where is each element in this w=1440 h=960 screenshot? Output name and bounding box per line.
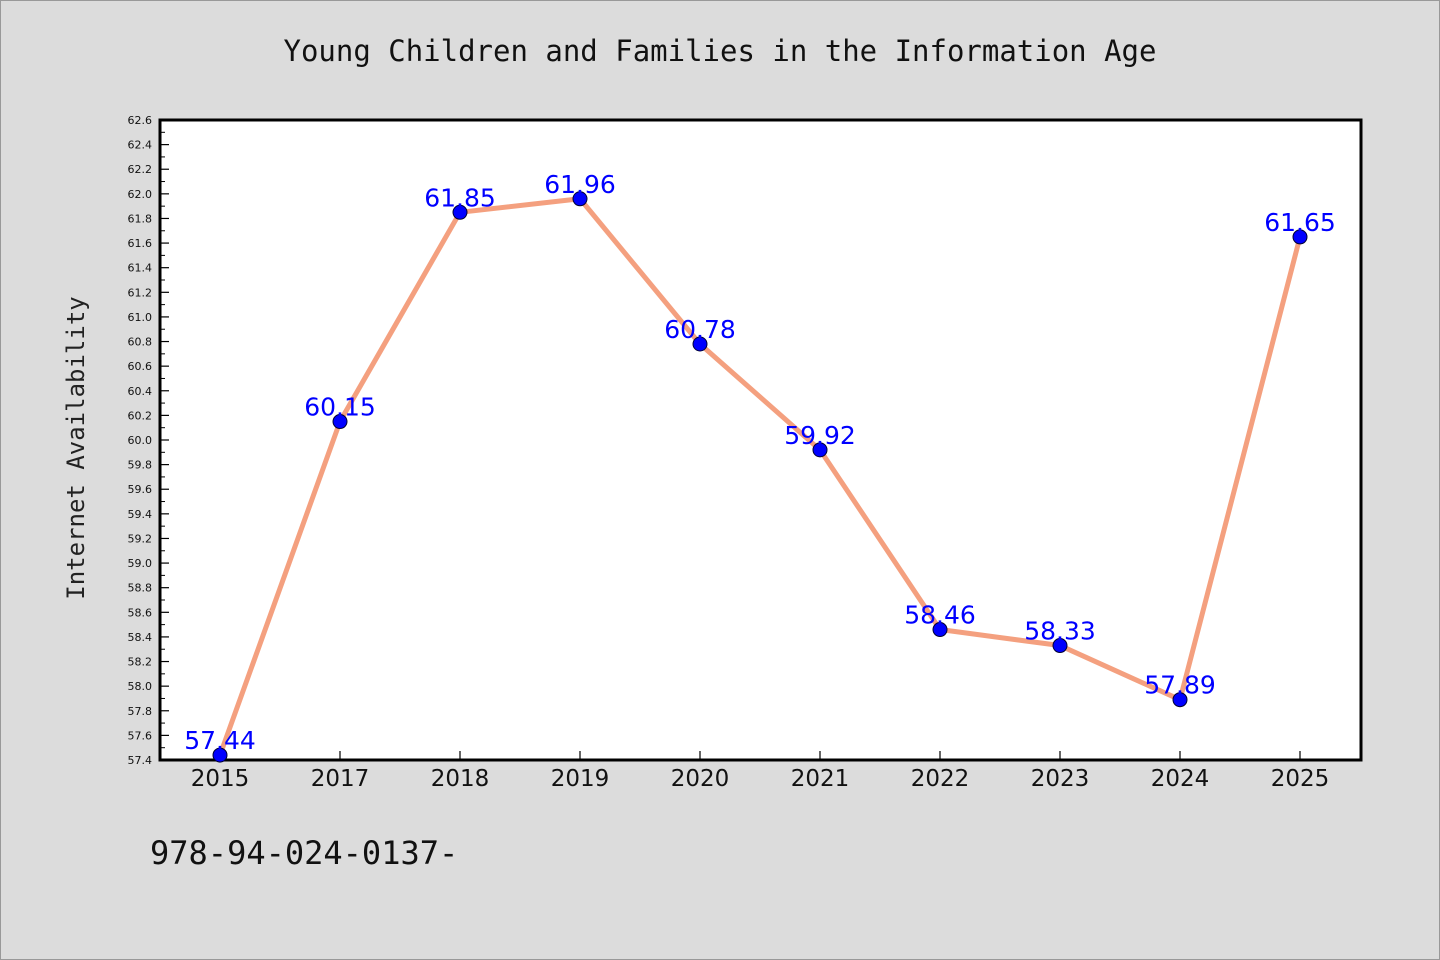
data-label: 60.78 xyxy=(664,315,736,344)
chart-title: Young Children and Families in the Infor… xyxy=(283,34,1157,68)
y-tick-label: 57.4 xyxy=(128,754,153,767)
data-point xyxy=(1292,229,1308,245)
data-point xyxy=(212,747,228,763)
y-tick-label: 59.6 xyxy=(128,483,153,496)
y-tick-label: 59.4 xyxy=(128,508,153,521)
data-point xyxy=(1052,638,1068,654)
data-label: 57.44 xyxy=(184,726,256,755)
y-tick-label: 62.2 xyxy=(128,163,153,176)
x-tick-label: 2023 xyxy=(1031,766,1090,792)
y-tick-label: 60.2 xyxy=(128,409,153,422)
y-tick-label: 62.6 xyxy=(128,114,153,127)
y-tick-label: 61.0 xyxy=(128,311,153,324)
data-point xyxy=(692,336,708,352)
y-tick-label: 59.8 xyxy=(128,459,153,472)
data-point xyxy=(332,414,348,430)
data-label: 61.65 xyxy=(1264,208,1336,237)
x-tick-label: 2015 xyxy=(191,766,250,792)
y-tick-label: 62.4 xyxy=(128,139,153,152)
y-tick-label: 58.0 xyxy=(128,680,153,693)
y-tick-label: 61.4 xyxy=(128,262,153,275)
y-tick-label: 60.0 xyxy=(128,434,153,447)
data-label: 58.46 xyxy=(904,601,976,630)
y-tick-label: 60.6 xyxy=(128,360,153,373)
x-tick-label: 2022 xyxy=(911,766,970,792)
x-tick-label: 2020 xyxy=(671,766,730,792)
data-point xyxy=(812,442,828,458)
y-tick-label: 57.6 xyxy=(128,729,153,742)
y-tick-label: 57.8 xyxy=(128,705,153,718)
data-points xyxy=(212,191,1308,763)
x-tick-label: 2018 xyxy=(431,766,490,792)
y-tick-label: 61.2 xyxy=(128,286,153,299)
data-point xyxy=(1172,692,1188,708)
data-labels: 57.44 60.15 61.85 61.96 60.78 59.92 58.46 58.33… xyxy=(184,170,1336,755)
y-tick-label: 60.8 xyxy=(128,336,153,349)
x-tick-label: 2021 xyxy=(791,766,850,792)
x-tick-label: 2024 xyxy=(1151,766,1210,792)
y-tick-label: 59.2 xyxy=(128,532,153,545)
data-point xyxy=(452,204,468,220)
plot-area xyxy=(158,118,1363,762)
y-tick-label: 58.8 xyxy=(128,582,153,595)
y-tick-label: 61.6 xyxy=(128,237,153,250)
footer-isbn: 978-94-024-0137- xyxy=(150,834,459,872)
data-point xyxy=(572,191,588,207)
x-tick-label: 2017 xyxy=(311,766,370,792)
y-tick-label: 60.4 xyxy=(128,385,153,398)
y-tick-label: 59.0 xyxy=(128,557,153,570)
data-label: 57.89 xyxy=(1144,671,1216,700)
x-axis: 2015 2017 2018 2019 2020 2021 2022 2023 2024 2025 xyxy=(191,751,1330,792)
x-tick-label: 2025 xyxy=(1271,766,1330,792)
y-tick-label: 58.2 xyxy=(128,656,153,669)
series-line xyxy=(217,196,1303,756)
y-tick-label: 58.4 xyxy=(128,631,153,644)
data-label: 59.92 xyxy=(784,421,856,450)
y-tick-label: 62.0 xyxy=(128,188,153,201)
y-tick-label: 58.6 xyxy=(128,606,153,619)
data-label: 58.33 xyxy=(1024,617,1096,646)
y-tick-label: 61.8 xyxy=(128,212,153,225)
data-label: 60.15 xyxy=(304,393,376,422)
data-point xyxy=(932,622,948,638)
x-tick-label: 2019 xyxy=(551,766,610,792)
y-axis: 57.4 57.6 57.8 58.0 58.2 58.4 58.6 58.8 59.0 59.2… xyxy=(128,114,169,767)
data-label: 61.85 xyxy=(424,183,496,212)
data-label: 61.96 xyxy=(544,170,616,199)
